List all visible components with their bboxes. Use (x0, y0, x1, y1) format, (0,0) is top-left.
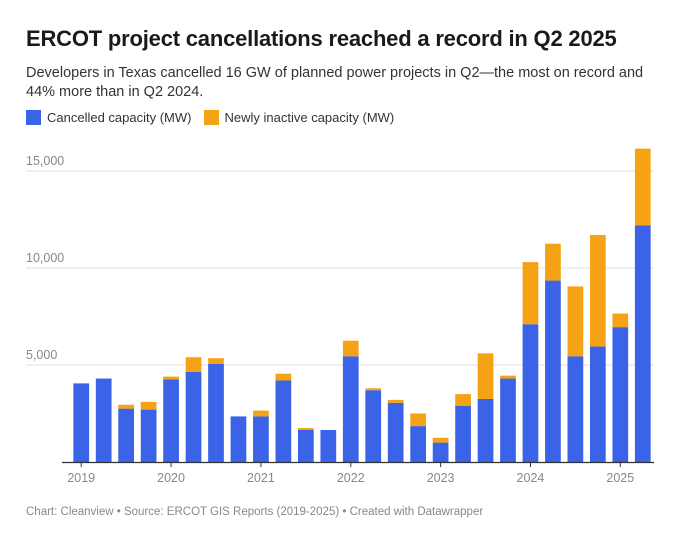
x-tick-label: 2021 (247, 471, 275, 485)
bar-cancelled (365, 390, 382, 462)
bar-inactive (432, 437, 449, 443)
bar-inactive (477, 353, 494, 399)
bar-inactive (163, 376, 179, 380)
bar-cancelled (477, 398, 494, 462)
bar-inactive (208, 358, 224, 365)
bar-cancelled (589, 346, 606, 462)
bar-inactive (545, 243, 561, 281)
bar-cancelled (500, 378, 516, 462)
bar-cancelled (455, 405, 471, 462)
bar-cancelled (208, 364, 224, 462)
bar-cancelled (163, 379, 179, 462)
bar-inactive (365, 388, 382, 391)
bar-cancelled (253, 416, 269, 462)
y-tick-label: 15,000 (26, 154, 64, 168)
bar-inactive (410, 413, 427, 427)
bar-inactive (522, 262, 539, 325)
bar-cancelled (185, 371, 202, 462)
bar-inactive (589, 234, 606, 347)
y-tick-label: 5,000 (26, 348, 57, 362)
bar-cancelled (140, 409, 157, 462)
bar-inactive (387, 399, 404, 403)
bar-inactive (253, 410, 269, 417)
bar-cancelled (297, 429, 314, 462)
chart-title: ERCOT project cancellations reached a re… (26, 26, 617, 51)
bar-inactive (500, 375, 516, 379)
bar-cancelled (73, 383, 90, 462)
bar-cancelled (230, 416, 247, 462)
bar-inactive (297, 428, 314, 430)
chart-subtitle: Developers in Texas cancelled 16 GW of p… (26, 65, 644, 100)
bar-inactive (634, 148, 651, 226)
bar-cancelled (342, 356, 359, 462)
x-tick-label: 2020 (157, 471, 185, 485)
x-tick-label: 2024 (517, 471, 545, 485)
x-tick-label: 2023 (427, 471, 455, 485)
bar-chart: 5,000 10,000 15,000 2019 2020 2021 2022 2023 202… (26, 148, 654, 485)
x-tick-label: 2025 (606, 471, 634, 485)
bar-inactive (455, 394, 471, 406)
bar-cancelled (118, 408, 135, 462)
bar-cancelled (567, 356, 584, 462)
y-tick-label: 10,000 (26, 251, 64, 265)
bar-inactive (612, 313, 629, 328)
bar-inactive (275, 373, 292, 381)
bar-cancelled (432, 442, 449, 462)
bar-cancelled (387, 402, 404, 462)
bar-inactive (567, 286, 584, 357)
bar-cancelled (545, 280, 561, 462)
bar-inactive (140, 401, 157, 410)
legend-swatch-cancelled (26, 110, 41, 125)
bar-cancelled (522, 324, 539, 462)
bar-cancelled (275, 380, 292, 462)
legend-item-inactive: Newly inactive capacity (MW) (203, 110, 395, 125)
legend-label-inactive: Newly inactive capacity (MW) (224, 110, 395, 125)
x-tick-label: 2022 (337, 471, 365, 485)
legend: Cancelled capacity (MW) Newly inactive c… (26, 110, 406, 125)
bar-cancelled (410, 426, 427, 462)
bar-cancelled (612, 327, 629, 462)
x-tick-label: 2019 (67, 471, 95, 485)
chart-footer: Chart: Cleanview • Source: ERCOT GIS Rep… (26, 506, 484, 518)
legend-swatch-inactive (203, 110, 219, 125)
bar-inactive (185, 357, 202, 372)
legend-item-cancelled: Cancelled capacity (MW) (26, 110, 192, 125)
bar-cancelled (634, 225, 651, 462)
legend-label-cancelled: Cancelled capacity (MW) (47, 110, 192, 125)
bar-inactive (342, 340, 359, 357)
bar-cancelled (320, 429, 337, 462)
bar-inactive (118, 404, 135, 409)
bar-cancelled (95, 378, 112, 462)
